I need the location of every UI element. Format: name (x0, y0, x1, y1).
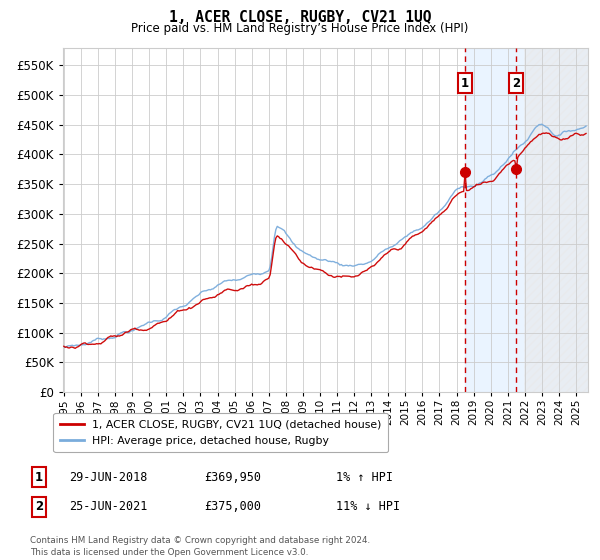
Text: £375,000: £375,000 (204, 500, 261, 514)
Text: £369,950: £369,950 (204, 470, 261, 484)
Legend: 1, ACER CLOSE, RUGBY, CV21 1UQ (detached house), HPI: Average price, detached ho: 1, ACER CLOSE, RUGBY, CV21 1UQ (detached… (53, 413, 388, 452)
Text: 1: 1 (461, 77, 469, 90)
Text: 29-JUN-2018: 29-JUN-2018 (69, 470, 148, 484)
Text: 11% ↓ HPI: 11% ↓ HPI (336, 500, 400, 514)
Bar (465, 48, 588, 392)
Text: 1, ACER CLOSE, RUGBY, CV21 1UQ: 1, ACER CLOSE, RUGBY, CV21 1UQ (169, 10, 431, 25)
Text: 1% ↑ HPI: 1% ↑ HPI (336, 470, 393, 484)
Text: Price paid vs. HM Land Registry’s House Price Index (HPI): Price paid vs. HM Land Registry’s House … (131, 22, 469, 35)
Text: 2: 2 (512, 77, 520, 90)
Text: 1: 1 (35, 470, 43, 484)
Text: 2: 2 (35, 500, 43, 514)
Bar (524, 48, 588, 392)
Text: Contains HM Land Registry data © Crown copyright and database right 2024.
This d: Contains HM Land Registry data © Crown c… (30, 536, 370, 557)
Text: 25-JUN-2021: 25-JUN-2021 (69, 500, 148, 514)
